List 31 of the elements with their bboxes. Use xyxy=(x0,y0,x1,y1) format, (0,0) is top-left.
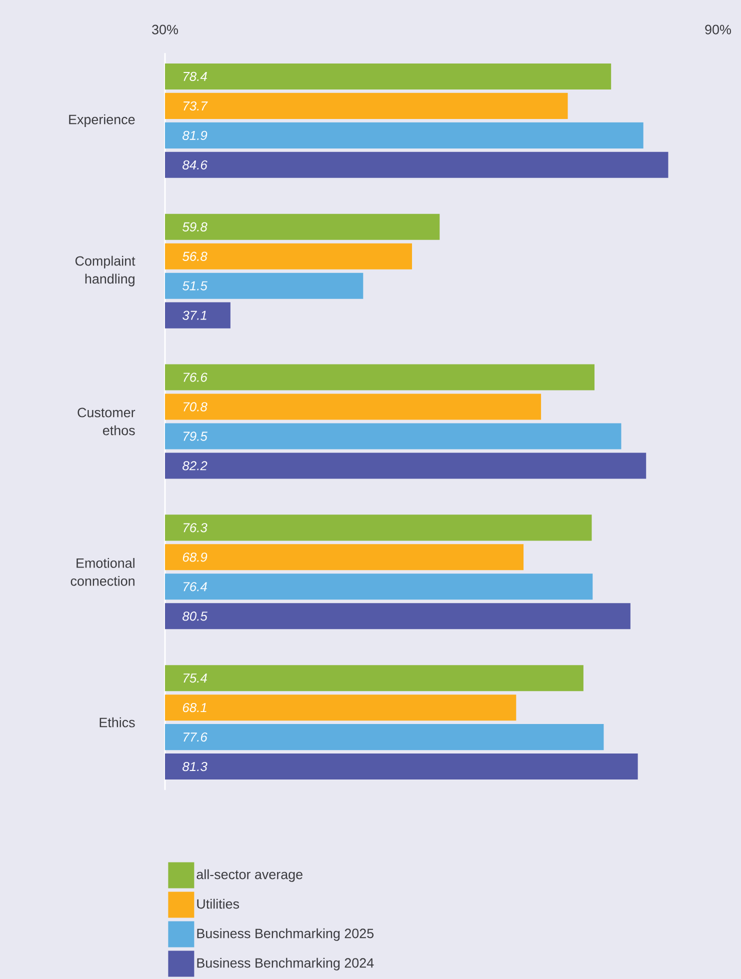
y-tick-label: Experience xyxy=(69,114,135,127)
data-label: 68.1 xyxy=(182,702,206,712)
data-label: 73.7 xyxy=(184,101,208,111)
data-label: 81.9 xyxy=(182,130,208,140)
data-label: 76.6 xyxy=(184,372,208,382)
legend-label: all-sector average xyxy=(196,869,302,882)
data-label: 80.5 xyxy=(182,612,208,621)
data-label: 78.4 xyxy=(184,72,207,82)
y-tick-label: Customer ethos xyxy=(78,408,136,436)
data-label: 82.2 xyxy=(182,461,208,470)
data-label: 56.8 xyxy=(182,252,208,261)
data-label: 51.5 xyxy=(182,281,208,290)
legend-label: Business Benchmarking 2024 xyxy=(197,958,374,970)
data-label: 37.1 xyxy=(182,310,206,320)
data-label: 77.6 xyxy=(184,732,208,742)
data-label: 81.3 xyxy=(182,762,208,772)
legend-label: Utilities xyxy=(197,898,240,909)
data-label: 68.9 xyxy=(182,552,208,562)
x-tick-label: 30% xyxy=(152,24,178,34)
legend-label: Business Benchmarking 2025 xyxy=(197,928,374,941)
data-label: 84.6 xyxy=(182,160,208,170)
y-tick-label: Emotional connection xyxy=(70,558,134,586)
data-label: 76.4 xyxy=(184,582,207,592)
y-tick-label: Complaint handling xyxy=(75,256,136,286)
data-label: 75.4 xyxy=(184,674,207,683)
data-label: 70.8 xyxy=(184,402,208,412)
x-tick-label: 90% xyxy=(705,24,731,34)
data-label: 59.8 xyxy=(182,222,208,232)
y-tick-label: Ethics xyxy=(100,717,135,728)
data-label: 76.3 xyxy=(184,523,208,532)
data-label: 79.5 xyxy=(184,432,208,441)
